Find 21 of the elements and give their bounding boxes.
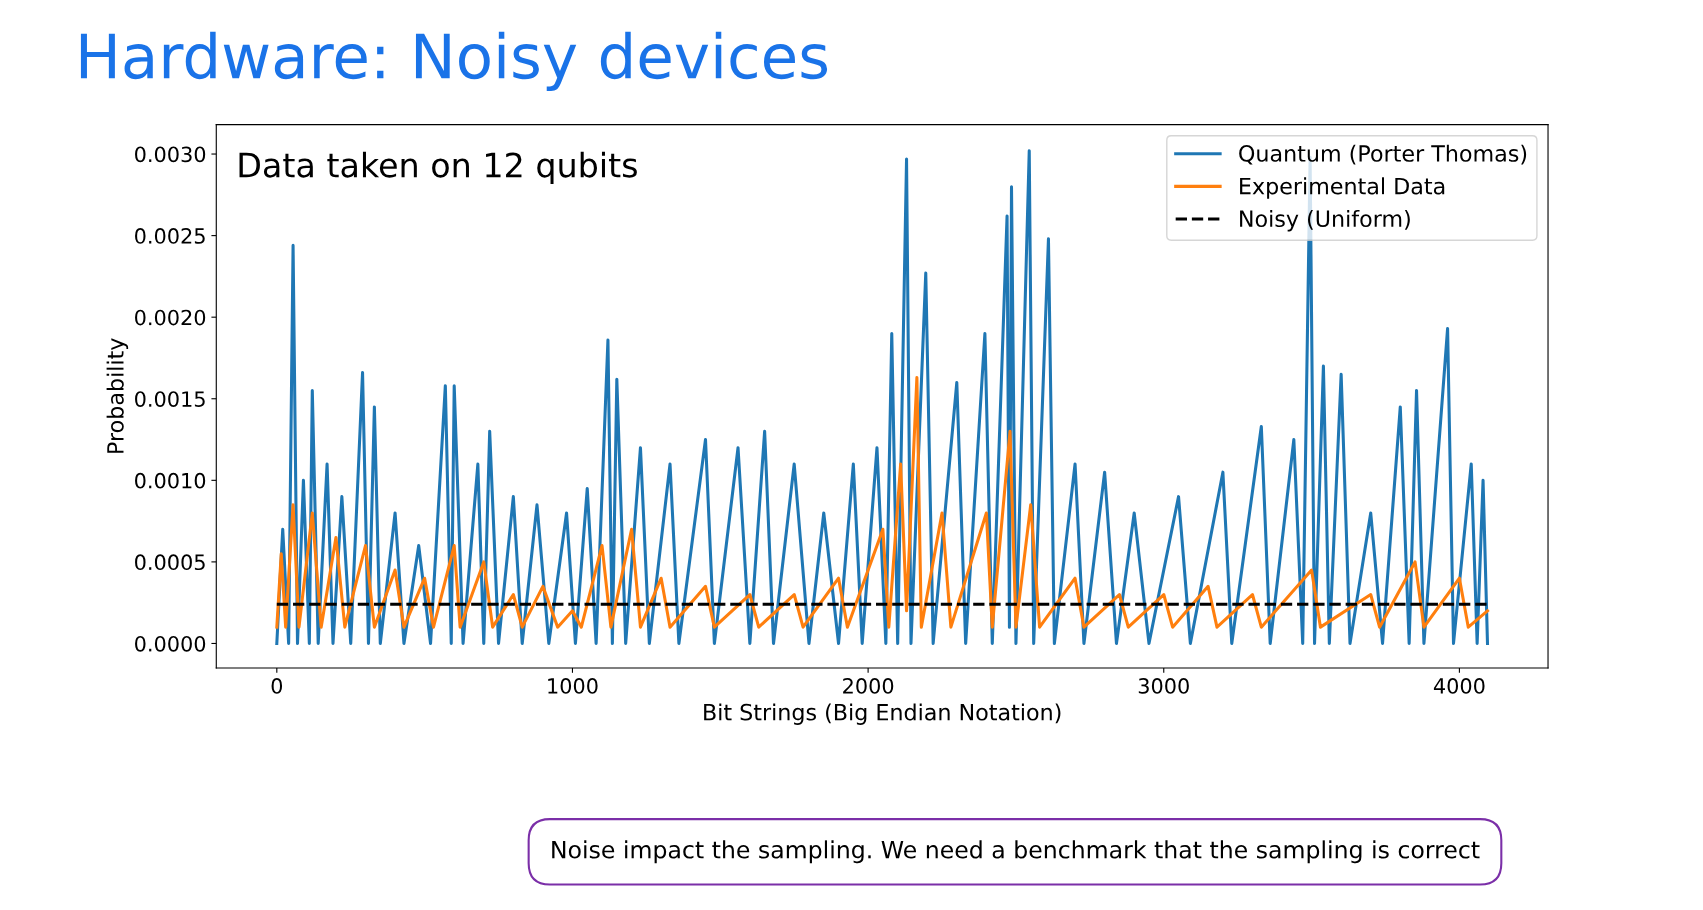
y-tick-label: 0.0005 — [135, 554, 205, 571]
y-tick-label: 0.0015 — [135, 391, 205, 407]
x-tick-label: 0 — [271, 678, 283, 694]
text: Noise impact the sampling. We need a benchmark that the sampling is correct — [552, 840, 1480, 864]
x-tick-label: 4000 — [1433, 678, 1485, 694]
x-tick-label: 2000 — [843, 678, 894, 694]
legend-label: Noisy (Uniform) — [1240, 209, 1410, 232]
y-tick-label: 0.0020 — [135, 309, 206, 326]
y-tick-label: 0.0010 — [135, 472, 206, 489]
y-tick-label: 0.0025 — [135, 228, 205, 244]
annotation: Data taken on 12 qubits — [239, 151, 637, 185]
y-tick-label: 0.0000 — [135, 635, 206, 652]
y-axis-title: Probability — [106, 338, 129, 453]
line-series — [275, 376, 1490, 629]
legend-label: Experimental Data — [1240, 177, 1445, 199]
y-tick-label: 0.0030 — [135, 146, 206, 163]
legend-label: Quantum (Porter Thomas) — [1239, 144, 1527, 165]
x-tick-label: 1000 — [548, 678, 598, 694]
x-tick-label: 3000 — [1138, 678, 1189, 694]
x-axis-title: Bit Strings (Big Endian Notation) — [704, 703, 1061, 725]
chart-title: Hardware: Noisy devices — [80, 31, 828, 91]
